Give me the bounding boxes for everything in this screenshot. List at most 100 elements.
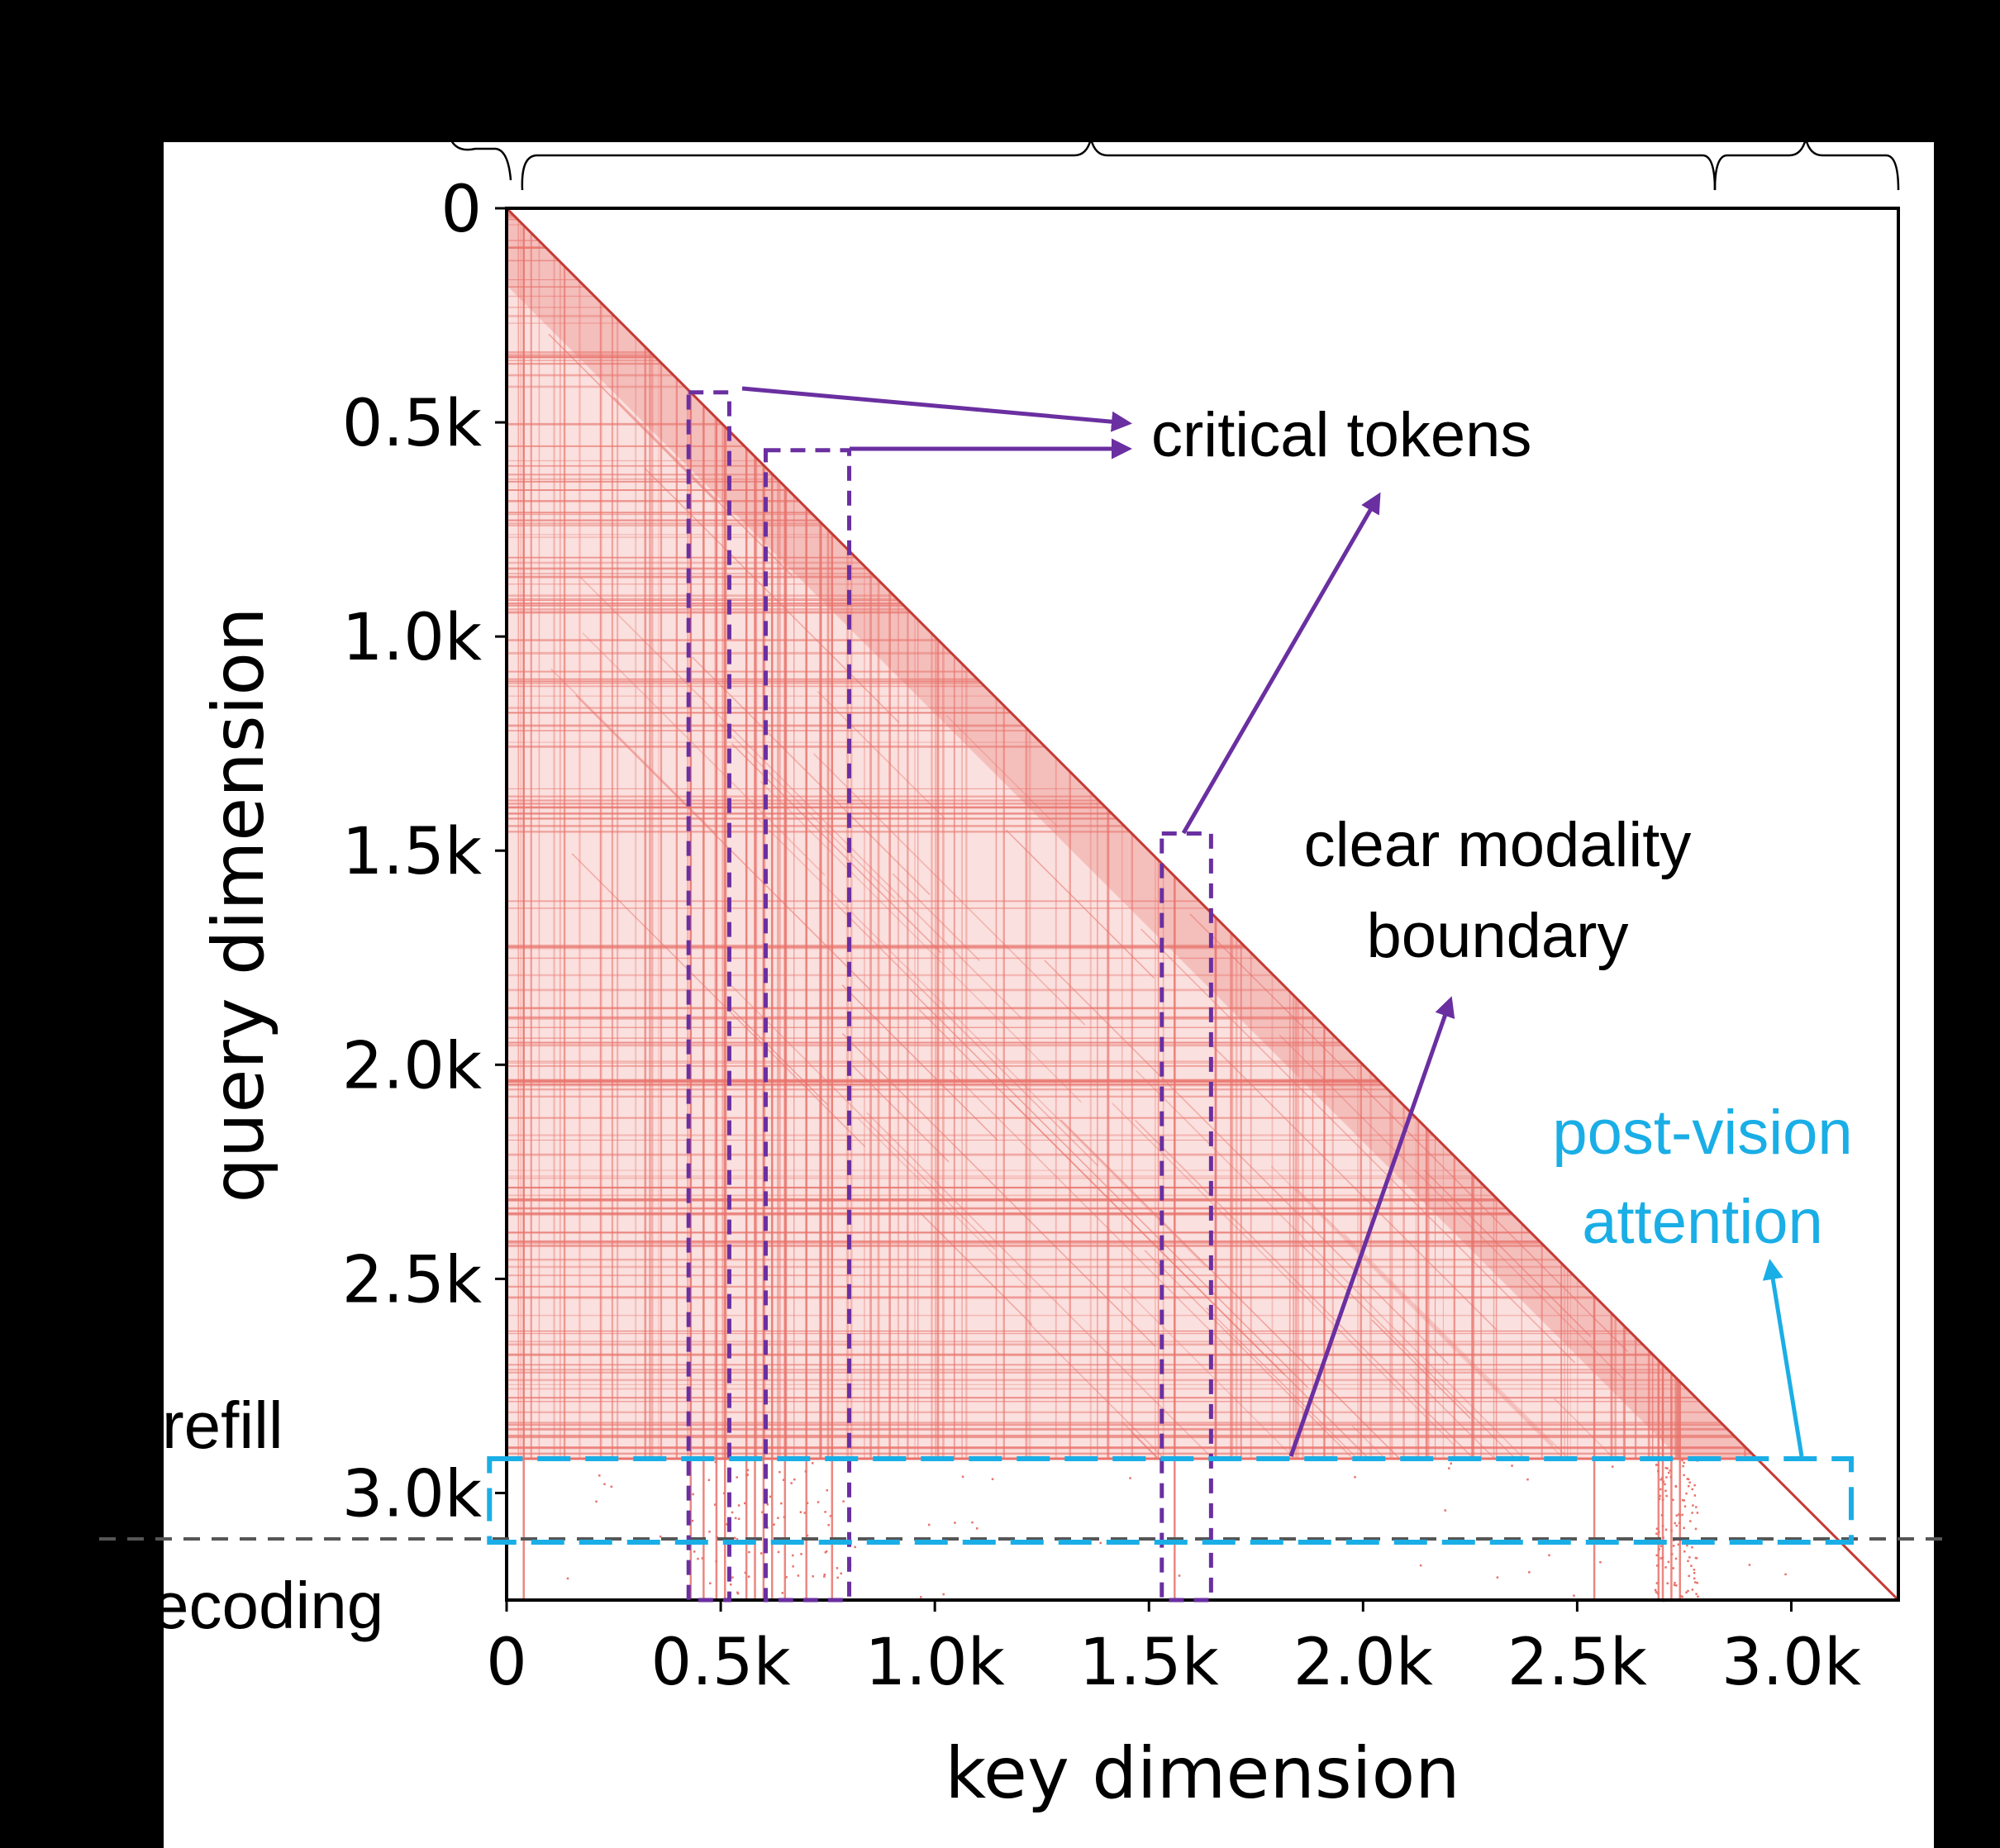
mask-diagonal-streak [1279, 1034, 1626, 1381]
mask-diagonal-streak [1409, 1373, 1496, 1460]
decoding-attention-dot [975, 1527, 979, 1530]
decoding-attention-dot [971, 1521, 974, 1524]
decoding-attention-dot [726, 1523, 728, 1526]
decoding-attention-dot [1659, 1494, 1661, 1498]
decoding-attention-dot [1669, 1469, 1672, 1472]
decoding-attention-dot [1694, 1581, 1697, 1584]
highlight-boxes [487, 390, 1855, 1603]
decoding-attention-dot [598, 1474, 601, 1477]
decoding-attention-dot [737, 1517, 740, 1521]
decoding-attention-dot [954, 1522, 956, 1524]
decoding-attention-dot [842, 1500, 845, 1503]
critical-arrow-3 [1181, 492, 1381, 835]
decoding-attention-dot [1573, 1594, 1575, 1597]
mask-diagonal-streak [841, 984, 998, 1141]
decoding-attention-dot [1661, 1477, 1664, 1479]
decoding-attention-dot [1675, 1584, 1678, 1587]
decoding-attention-dot [701, 1557, 704, 1560]
decoding-attention-dot [748, 1550, 750, 1554]
decoding-attention-dot [840, 1572, 842, 1575]
modality-arrow [1288, 996, 1455, 1457]
decoding-attention-dot [1748, 1564, 1751, 1566]
y-tick-label: 1.0k [342, 601, 482, 675]
mask-diagonal-streak [579, 576, 1022, 1020]
y-tick-label: 2.0k [342, 1029, 482, 1103]
decoding-attention-dot [1658, 1548, 1660, 1550]
decoding-attention-dot [1694, 1527, 1698, 1531]
decoding-attention-dot [1674, 1522, 1676, 1525]
decoding-attention-dot [836, 1567, 839, 1569]
decoding-attention-dot [1696, 1512, 1699, 1514]
decoding-attention-dot [1664, 1528, 1668, 1531]
decoding-attention-dot [1672, 1567, 1674, 1569]
decoding-attention-dot [1664, 1483, 1666, 1486]
decoding-attention-dot [1655, 1527, 1659, 1530]
mask-diagonal-streak [1135, 1119, 1474, 1460]
decoding-attention-dot [1674, 1557, 1678, 1560]
decoding-attention-dot [1682, 1465, 1684, 1468]
decoding-attention-dot [747, 1575, 750, 1578]
decoding-attention-dot [790, 1482, 793, 1484]
mask-diagonal-streak [1135, 1069, 1525, 1460]
mask-diagonal-streak [1027, 1322, 1165, 1460]
mask-diagonal-streak [892, 873, 980, 961]
decoding-attention-dot [1691, 1512, 1693, 1514]
decoding-attention-dot [1691, 1488, 1694, 1491]
decoding-attention-dot [1660, 1545, 1663, 1547]
mask-diagonal-streak [1351, 1425, 1386, 1460]
mask-diagonal-streak [1553, 1398, 1615, 1460]
decoding-attention-dot [773, 1523, 775, 1526]
mask-diagonal-streak [813, 753, 1086, 1026]
decoding-attention-dot [734, 1517, 737, 1520]
decoding-attention-dot [942, 1593, 945, 1596]
mask-diagonal-streak [1424, 1169, 1592, 1337]
decoding-attention-dot [610, 1485, 613, 1488]
decoding-attention-dot [1689, 1520, 1692, 1522]
decoding-attention-dot [1784, 1573, 1787, 1576]
decoding-attention-dot [1693, 1577, 1696, 1580]
mask-diagonal-streak [1044, 960, 1450, 1365]
decoding-attention-dot [823, 1575, 826, 1578]
mask-diagonal-streak [857, 1117, 1032, 1293]
decoding-attention-dot [780, 1502, 783, 1505]
decoding-attention-dot [736, 1592, 740, 1595]
decoding-attention-dot [1444, 1509, 1447, 1512]
mask-diagonal-streak [1371, 1319, 1471, 1419]
mask-diagonal-streak [755, 816, 1206, 1267]
decoding-attention-dot [826, 1488, 829, 1492]
mask-diagonal-streak [841, 1032, 1156, 1347]
x-tick-label: 2.0k [1293, 1626, 1433, 1700]
decoding-attention-dot [697, 1557, 699, 1560]
decoding-attention-dot [1678, 1522, 1681, 1524]
decoding-attention-dot [760, 1552, 763, 1555]
decoding-attention-dot [693, 1550, 696, 1553]
decoding-attention-dot [1681, 1459, 1683, 1462]
mask-diagonal-streak [1296, 1188, 1554, 1446]
decoding-attention-dot [1691, 1588, 1694, 1591]
decoding-attention-dot [1548, 1554, 1550, 1557]
decoding-attention-dot [1672, 1498, 1674, 1502]
decoding-attention-dot [1693, 1571, 1696, 1574]
decoding-attention-dot [781, 1592, 784, 1594]
decoding-attention-dot [1683, 1505, 1687, 1507]
decoding-attention-dot [736, 1591, 739, 1594]
decoding-attention-dot [769, 1495, 772, 1498]
decoding-attention-dot [1129, 1477, 1131, 1479]
decoding-attention-dot [1693, 1494, 1697, 1497]
mask-diagonal-streak [945, 715, 1059, 828]
x-axis-ticks: 0 0.5k 1.0k 1.5k 2.0k 2.5k 3.0k [486, 1600, 1861, 1700]
decoding-attention-dot [1354, 1475, 1356, 1479]
decoding-attention-dot [1670, 1553, 1674, 1555]
decoding-attention-dot [1664, 1466, 1668, 1469]
decoding-attention-dot [1685, 1492, 1688, 1495]
decoding-attention-dot [824, 1551, 827, 1554]
decoding-attention-dot [817, 1501, 820, 1503]
decoding-attention-dot [1526, 1478, 1529, 1481]
mask-diagonal-streak [909, 989, 1308, 1388]
y-tick-label: 0.5k [342, 387, 482, 461]
x-tick-label: 2.5k [1507, 1626, 1647, 1700]
decoding-attention-dot [1658, 1498, 1661, 1500]
decoding-attention-dot [1655, 1464, 1658, 1466]
decoding-attention-dot [1662, 1536, 1664, 1539]
decoding-attention-dot [1686, 1544, 1688, 1547]
